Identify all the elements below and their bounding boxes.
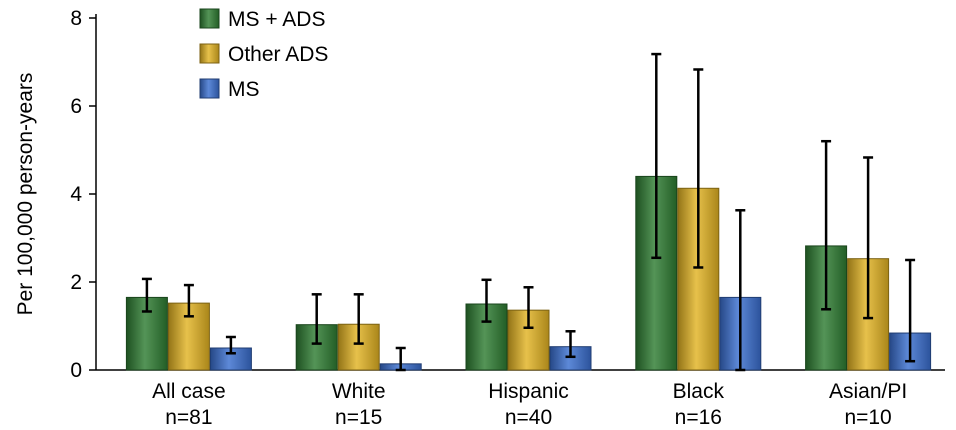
y-tick-label: 8: [70, 7, 82, 30]
legend-label-ms-ads: MS + ADS: [228, 8, 325, 31]
legend-swatch-ms-ads: [199, 8, 220, 29]
category-count-label: n=15: [335, 406, 382, 429]
y-tick-label: 6: [70, 95, 82, 118]
category-label: Hispanic: [488, 380, 569, 403]
category-count-label: n=40: [505, 406, 552, 429]
legend-swatch-other-ads: [199, 43, 220, 64]
bar-ms-ads-white: [295, 324, 338, 371]
category-count-label: n=81: [165, 406, 212, 429]
legend-swatch-ms: [199, 78, 220, 99]
category-label: Black: [673, 380, 725, 403]
legend-label-other-ads: Other ADS: [228, 43, 328, 66]
category-count-label: n=10: [844, 406, 891, 429]
category-label: Asian/PI: [829, 380, 907, 403]
category-label: White: [332, 380, 386, 403]
legend-label-ms: MS: [228, 78, 260, 101]
category-label: All case: [152, 380, 226, 403]
y-tick-label: 4: [70, 183, 82, 206]
axis-labels: 0 2 4 6 8 Per 100,000 person-years All case n=8…: [14, 7, 907, 429]
y-tick-label: 2: [70, 271, 82, 294]
bars: [125, 175, 932, 371]
legend: MS + ADS Other ADS MS: [199, 8, 328, 101]
category-count-label: n=16: [675, 406, 722, 429]
y-axis-label: Per 100,000 person-years: [14, 73, 37, 316]
y-tick-label: 0: [70, 359, 82, 382]
error-bars: [141, 52, 916, 372]
